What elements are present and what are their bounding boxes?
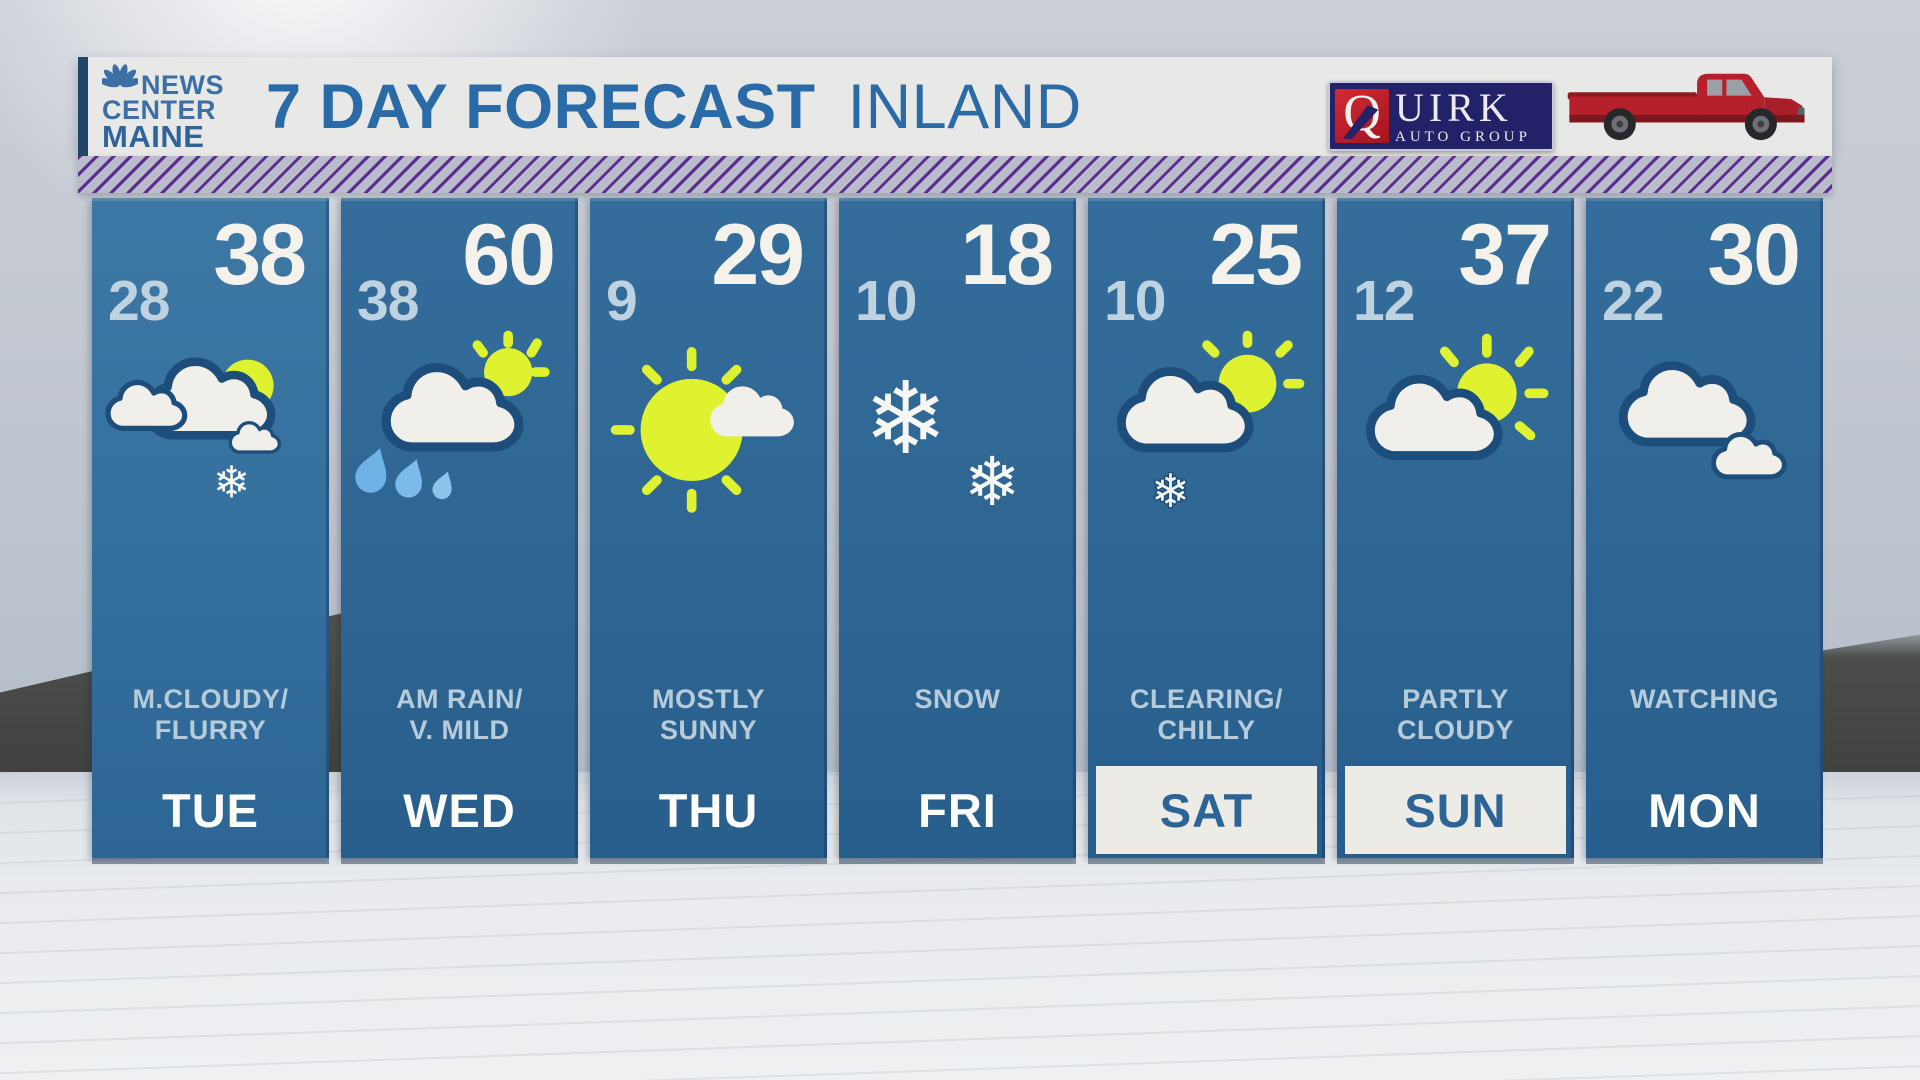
- snow-icon: ❄ ❄: [852, 326, 1064, 530]
- quirk-auto-group-logo: Q UIRK AUTO GROUP: [1328, 81, 1554, 151]
- forecast-column-thu: 9 29 MOSTLY SUNNY THU: [590, 198, 827, 858]
- forecast-column-mon: 22 30 WATCHING MON: [1586, 198, 1823, 858]
- sun-behind-cloud-icon: [1350, 326, 1562, 530]
- day-label-box: SUN: [1345, 766, 1566, 854]
- high-temp: 37: [1458, 207, 1552, 303]
- svg-text:❄: ❄: [212, 457, 249, 508]
- day-label: FRI: [918, 783, 997, 837]
- day-label-box: TUE: [100, 766, 321, 854]
- day-label: MON: [1648, 783, 1761, 837]
- high-temp: 18: [960, 207, 1054, 303]
- svg-text:❄: ❄: [1151, 464, 1190, 518]
- condition-label: PARTLY CLOUDY: [1397, 684, 1514, 746]
- high-temp: 25: [1209, 207, 1303, 303]
- nbc-peacock-icon: [98, 61, 142, 98]
- day-label: SAT: [1159, 783, 1254, 837]
- low-temp: 22: [1602, 269, 1664, 333]
- day-label-box: WED: [349, 766, 570, 854]
- svg-text:❄: ❄: [963, 442, 1020, 521]
- station-line1: NEWS: [141, 70, 224, 101]
- station-logo: NEWS CENTER MAINE: [98, 61, 252, 155]
- forecast-column-sun: 12 37 PARTLY CLOUDY SUN: [1337, 198, 1574, 858]
- low-temp: 9: [606, 269, 638, 333]
- svg-text:❄: ❄: [863, 360, 947, 477]
- day-label: WED: [403, 783, 516, 837]
- page-title: 7 DAY FORECAST INLAND: [266, 71, 1082, 143]
- purple-striped-divider: [78, 156, 1832, 193]
- forecast-column-fri: 10 18 ❄ ❄ SNOW FRI: [839, 198, 1076, 858]
- condition-label: AM RAIN/V. MILD: [396, 684, 523, 746]
- low-temp: 10: [855, 269, 917, 333]
- condition-label: WATCHING: [1630, 684, 1779, 714]
- high-temp: 60: [462, 207, 556, 303]
- condition-label: CLEARING/CHILLY: [1130, 684, 1283, 746]
- quirk-subtext: AUTO GROUP: [1395, 128, 1531, 145]
- forecast-column-tue: 28 38 ❄ M.CLOUDY/FLURRY TUE: [92, 198, 329, 858]
- mostly-cloudy-flurry-icon: ❄: [104, 326, 317, 530]
- rain-sun-cloud-icon: [354, 326, 566, 530]
- low-temp: 28: [108, 269, 170, 333]
- header-banner: NEWS CENTER MAINE 7 DAY FORECAST INLAND …: [78, 57, 1832, 156]
- day-label: SUN: [1404, 783, 1507, 837]
- condition-label: MOSTLY SUNNY: [651, 684, 766, 746]
- high-temp: 38: [213, 207, 307, 303]
- day-label-box: THU: [598, 766, 819, 854]
- quirk-q-tile: Q: [1335, 88, 1389, 143]
- day-label: TUE: [162, 783, 259, 837]
- quirk-wordmark: UIRK: [1395, 84, 1513, 130]
- high-temp: 29: [711, 207, 805, 303]
- forecast-column-sat: 10 25 ❄ CLEARING/CHILLY SAT: [1088, 198, 1325, 858]
- high-temp: 30: [1707, 207, 1801, 303]
- low-temp: 12: [1353, 269, 1415, 333]
- forecast-columns: 28 38 ❄ M.CLOUDY/FLURRY TUE 38 60 AM RAI…: [92, 198, 1823, 858]
- station-line2: CENTER: [102, 95, 217, 126]
- low-temp: 10: [1104, 269, 1166, 333]
- day-label-box: FRI: [847, 766, 1068, 854]
- condition-label: M.CLOUDY/FLURRY: [132, 684, 289, 746]
- title-region: INLAND: [847, 71, 1082, 142]
- day-label-box: SAT: [1096, 766, 1317, 854]
- red-pickup-truck-icon: [1566, 62, 1818, 150]
- mostly-sunny-icon: [603, 326, 815, 530]
- banner-left-edge: [78, 57, 88, 156]
- day-label: THU: [658, 783, 759, 837]
- forecast-column-wed: 38 60 AM RAIN/V. MILD WED: [341, 198, 578, 858]
- day-label-box: MON: [1594, 766, 1815, 854]
- clouds-icon: [1599, 326, 1811, 530]
- low-temp: 38: [357, 269, 419, 333]
- condition-label: SNOW: [914, 684, 1001, 714]
- station-line3: MAINE: [102, 119, 205, 155]
- title-bold: 7 DAY FORECAST: [266, 71, 816, 142]
- clearing-snow-sun-cloud-icon: ❄: [1101, 326, 1313, 530]
